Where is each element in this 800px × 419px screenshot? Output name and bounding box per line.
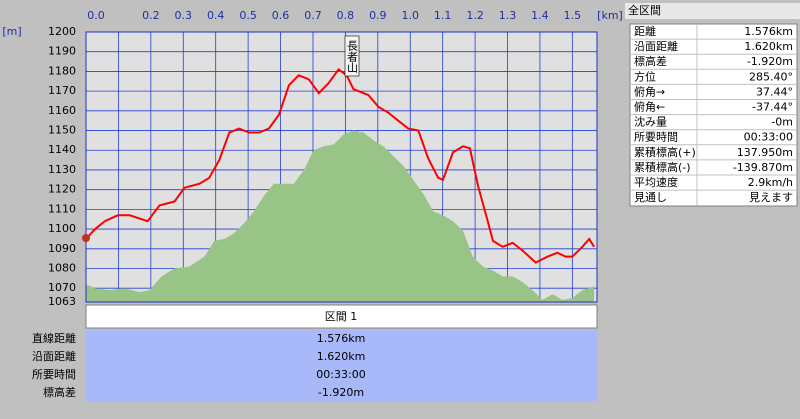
summary-label: 沿面距離 (634, 39, 678, 53)
summary-value: -37.44° (752, 101, 793, 114)
summary-value: 見えます (749, 191, 793, 204)
summary-value: 137.950m (737, 146, 793, 159)
section-label: 沿面距離 (32, 349, 76, 363)
y-tick-label: 1170 (48, 84, 76, 97)
summary-value: 00:33:00 (744, 131, 793, 144)
x-tick-label: 0.8 (337, 9, 355, 22)
section-title: 区間 1 (325, 310, 358, 323)
summary-value: -0m (771, 116, 793, 129)
x-tick-label: 0.7 (304, 9, 322, 22)
x-tick-label: 0.9 (369, 9, 387, 22)
x-axis-label: [km] (597, 9, 623, 22)
summary-label: 沈み量 (634, 115, 667, 129)
section-rows: 直線距離 1.576km 沿面距離 1.620km 所要時間 00:33:00 標高差 -1.… (32, 331, 366, 399)
summary-label: 見通し (634, 191, 667, 204)
plot-frame (85, 31, 598, 303)
y-tick-label: 1140 (48, 143, 76, 156)
summary-value: 1.576km (744, 25, 793, 38)
section-label: 直線距離 (32, 331, 76, 345)
summary-label: 平均速度 (634, 175, 678, 189)
section-value: 1.620km (317, 350, 366, 363)
summary-value: -1.920m (747, 55, 793, 68)
y-tick-label: 1070 (48, 281, 76, 294)
y-tick-label: 1080 (48, 261, 76, 274)
y-tick-label: 1180 (48, 64, 76, 77)
y-tick-label: 1130 (48, 163, 76, 176)
annotation: 長者山 (346, 40, 359, 73)
y-axis-label: [m] (2, 25, 21, 38)
x-tick-label: 0.2 (142, 9, 160, 22)
plot (85, 32, 597, 302)
x-tick-label: 1.0 (401, 9, 419, 22)
x-tick-label: 0.6 (272, 9, 290, 22)
y-tick-label: 1120 (48, 183, 76, 196)
summary-label: 累積標高(-) (634, 160, 691, 174)
y-tick-label: 1090 (48, 242, 76, 255)
start-marker (82, 234, 90, 242)
summary-label: 所要時間 (634, 131, 678, 144)
summary-header (625, 3, 800, 19)
y-tick-label: 1190 (48, 45, 76, 58)
x-tick-label: 0.5 (239, 9, 257, 22)
summary-value: 2.9km/h (748, 176, 793, 189)
x-tick-label: 0.3 (175, 9, 193, 22)
y-tick-label: 1110 (48, 202, 76, 215)
x-tick-label: 1.4 (531, 9, 549, 22)
summary-label: 累積標高(+) (634, 145, 696, 159)
summary-label: 俯角→ (634, 84, 665, 98)
terrain-area (86, 130, 595, 302)
section-label: 標高差 (43, 385, 76, 399)
x-tick-label: 0.4 (207, 9, 225, 22)
summary-label: 俯角← (634, 100, 665, 114)
summary-value: 1.620km (744, 40, 793, 53)
x-tick-label: 1.2 (466, 9, 484, 22)
summary-label: 距離 (634, 24, 656, 38)
section-header (85, 304, 598, 329)
section-value: 1.576km (317, 332, 366, 345)
x-tick-label: 1.1 (434, 9, 452, 22)
summary-title: 全区間 (628, 3, 661, 17)
y-tick-label: 1063 (48, 295, 76, 308)
x-tick-label: 1.3 (499, 9, 517, 22)
x-tick-label: 1.5 (564, 9, 582, 22)
summary-rows: 距離 1.576km 沿面距離 1.620km 標高差 -1.920m 方位 285.40° 俯… (630, 24, 797, 206)
y-tick-label: 1150 (48, 124, 76, 137)
summary-label: 標高差 (634, 54, 667, 68)
route-line (85, 68, 595, 264)
summary-label: 方位 (634, 69, 656, 83)
summary-value: -139.870m (733, 161, 793, 174)
y-tick-label: 1200 (48, 25, 76, 38)
section-value: 00:33:00 (316, 368, 365, 381)
summary-value: 37.44° (756, 85, 793, 98)
annotation-box (344, 35, 360, 77)
x-tick-label: 0.0 (87, 9, 105, 22)
y-tick-label: 1160 (48, 104, 76, 117)
section-value: -1.920m (318, 386, 364, 399)
y-tick-label: 1100 (48, 222, 76, 235)
section-body (86, 330, 597, 402)
summary-value: 285.40° (749, 70, 793, 83)
section-label: 所要時間 (32, 368, 76, 381)
